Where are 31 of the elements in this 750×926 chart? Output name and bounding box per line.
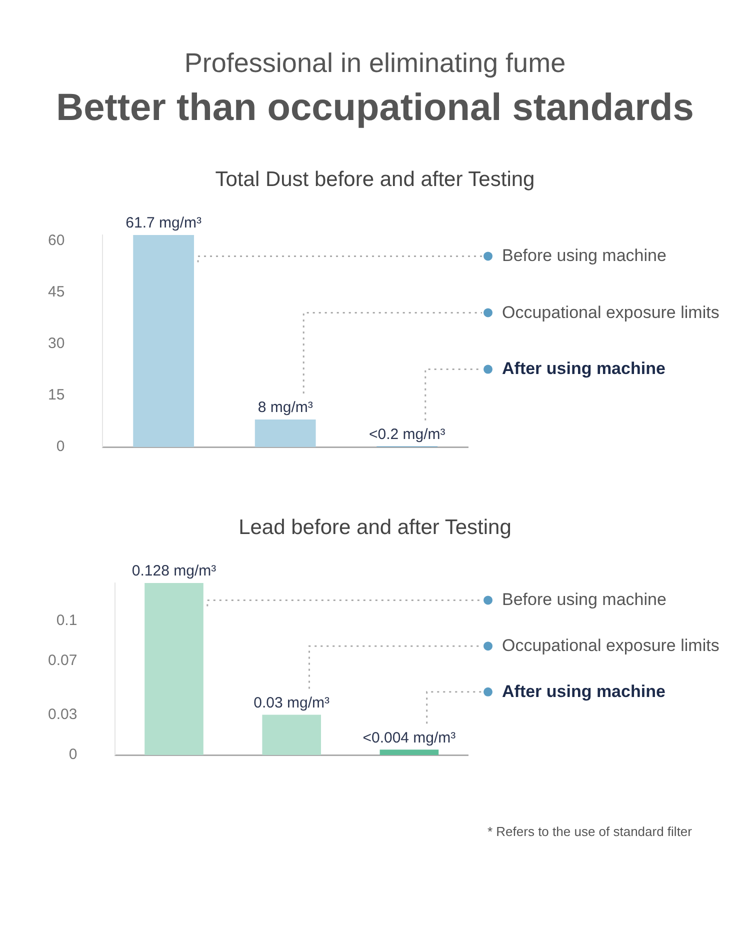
data-label: 61.7 mg/m³ (126, 214, 202, 232)
y-tick-label: 60 (48, 232, 65, 249)
y-tick-label: 0.07 (48, 652, 78, 670)
data-label: <0.2 mg/m³ (368, 426, 446, 443)
text: Better than occupational standards (55, 87, 695, 130)
y-tick-label: 0.1 (56, 612, 78, 629)
bar (133, 235, 194, 447)
bar (254, 420, 316, 447)
y-tick-label: 0 (56, 438, 65, 456)
chart-title: Total Dust before and after Testing (214, 168, 536, 192)
text: * Refers to the use of standard filter (486, 824, 693, 839)
text: Professional in eliminating fume (183, 48, 567, 79)
text: Occupational exposure limits (502, 302, 720, 324)
y-tick-label: 0.03 (48, 706, 78, 723)
bar (380, 750, 439, 755)
y-tick-label: 15 (48, 386, 65, 404)
data-label: 0.03 mg/m³ (254, 694, 330, 712)
text: Before using machine (502, 245, 666, 268)
bar (144, 583, 204, 755)
text: After using machine (502, 358, 666, 380)
bar (262, 714, 321, 755)
text: After using machine (502, 680, 666, 703)
text: Before using machine (502, 589, 666, 612)
text: Occupational exposure limits (502, 635, 720, 658)
data-label: 8 mg/m³ (258, 399, 313, 416)
data-label: 0.128 mg/m³ (132, 562, 216, 580)
y-tick-label: 30 (48, 335, 65, 352)
data-label: <0.004 mg/m³ (362, 729, 456, 746)
y-tick-label: 0 (68, 746, 78, 764)
y-tick-label: 45 (48, 284, 65, 301)
chart-title: Lead before and after Testing (238, 516, 512, 540)
